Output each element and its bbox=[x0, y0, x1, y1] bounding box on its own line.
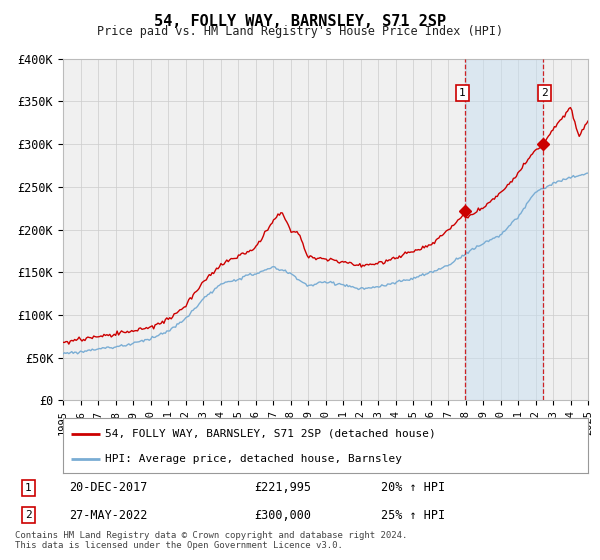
Text: 54, FOLLY WAY, BARNSLEY, S71 2SP: 54, FOLLY WAY, BARNSLEY, S71 2SP bbox=[154, 14, 446, 29]
Text: Price paid vs. HM Land Registry's House Price Index (HPI): Price paid vs. HM Land Registry's House … bbox=[97, 25, 503, 38]
Text: 2: 2 bbox=[25, 510, 32, 520]
Text: HPI: Average price, detached house, Barnsley: HPI: Average price, detached house, Barn… bbox=[105, 454, 402, 464]
Text: 1: 1 bbox=[25, 483, 32, 493]
Text: £300,000: £300,000 bbox=[254, 508, 311, 521]
Text: 54, FOLLY WAY, BARNSLEY, S71 2SP (detached house): 54, FOLLY WAY, BARNSLEY, S71 2SP (detach… bbox=[105, 429, 436, 438]
Text: Contains HM Land Registry data © Crown copyright and database right 2024.
This d: Contains HM Land Registry data © Crown c… bbox=[15, 531, 407, 550]
Text: 1: 1 bbox=[459, 88, 466, 98]
Text: 25% ↑ HPI: 25% ↑ HPI bbox=[380, 508, 445, 521]
Text: 20-DEC-2017: 20-DEC-2017 bbox=[70, 482, 148, 494]
Text: 27-MAY-2022: 27-MAY-2022 bbox=[70, 508, 148, 521]
Text: £221,995: £221,995 bbox=[254, 482, 311, 494]
Text: 2: 2 bbox=[541, 88, 548, 98]
Text: 20% ↑ HPI: 20% ↑ HPI bbox=[380, 482, 445, 494]
